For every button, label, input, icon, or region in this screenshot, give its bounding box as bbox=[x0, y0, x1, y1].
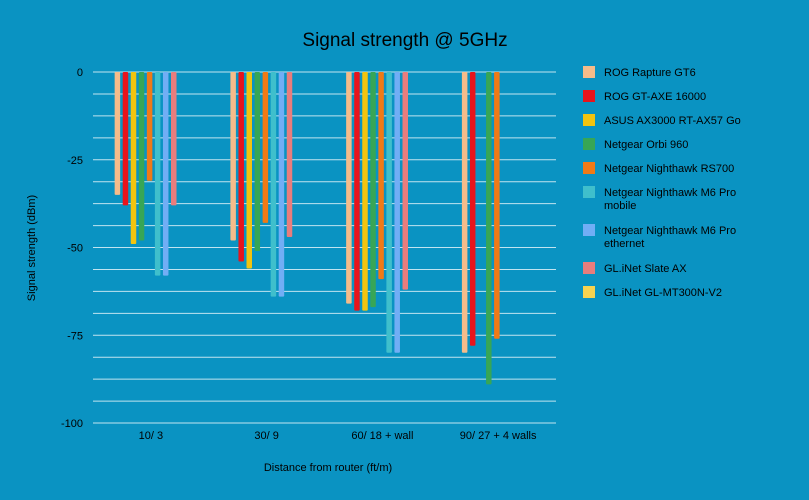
y-tick-label: 0 bbox=[77, 67, 83, 79]
bar bbox=[122, 72, 129, 206]
y-tick-label: -75 bbox=[67, 330, 83, 342]
x-tick-label: 30/ 9 bbox=[254, 430, 278, 442]
bar bbox=[171, 72, 177, 206]
bar bbox=[270, 72, 277, 297]
y-axis-label: Signal strength (dBm) bbox=[26, 195, 38, 301]
x-tick-label: 90/ 27 + 4 walls bbox=[460, 430, 537, 442]
bar bbox=[402, 72, 408, 290]
bar bbox=[146, 72, 153, 181]
y-tick-label: -100 bbox=[61, 418, 83, 430]
legend-label: mobile bbox=[604, 200, 636, 212]
bar bbox=[370, 72, 376, 308]
bar bbox=[346, 72, 352, 304]
bar bbox=[254, 72, 261, 252]
legend-swatch bbox=[583, 262, 595, 274]
legend-label: Netgear Nighthawk RS700 bbox=[604, 163, 734, 175]
bar bbox=[461, 72, 468, 353]
legend-label: GL.iNet Slate AX bbox=[604, 263, 687, 275]
y-axis-ticks: 0 -25 -50 -75 -100 bbox=[61, 67, 83, 430]
legend-swatch bbox=[583, 66, 595, 78]
bar bbox=[230, 72, 236, 241]
bar bbox=[394, 72, 400, 353]
legend-label: GL.iNet GL-MT300N-V2 bbox=[604, 287, 722, 299]
legend-label: Netgear Orbi 960 bbox=[604, 139, 688, 151]
bar bbox=[362, 72, 368, 311]
legend-label: ROG Rapture GT6 bbox=[604, 67, 696, 79]
legend-swatch bbox=[583, 114, 595, 126]
legend-swatch bbox=[583, 162, 595, 174]
x-axis-ticks: 10/ 3 30/ 9 60/ 18 + wall 90/ 27 + 4 walls bbox=[139, 430, 537, 442]
legend-label: Netgear Nighthawk M6 Pro bbox=[604, 187, 736, 199]
legend-swatch bbox=[583, 186, 595, 198]
legend-swatch bbox=[583, 90, 595, 102]
legend-label: ethernet bbox=[604, 238, 644, 250]
bar bbox=[238, 72, 244, 262]
bar bbox=[278, 72, 285, 297]
x-tick-label: 10/ 3 bbox=[139, 430, 163, 442]
bar bbox=[386, 72, 392, 353]
x-axis-label: Distance from router (ft/m) bbox=[264, 462, 392, 474]
legend-swatch bbox=[583, 286, 595, 298]
bar bbox=[354, 72, 360, 311]
legend-swatch bbox=[583, 224, 595, 236]
bar bbox=[262, 72, 269, 223]
bar bbox=[162, 72, 169, 276]
bar bbox=[154, 72, 161, 276]
bar bbox=[130, 72, 137, 244]
legend-label: Netgear Nighthawk M6 Pro bbox=[604, 225, 736, 237]
y-tick-label: -50 bbox=[67, 243, 83, 255]
bar bbox=[138, 72, 145, 241]
x-tick-label: 60/ 18 + wall bbox=[351, 430, 413, 442]
legend-swatch bbox=[583, 138, 595, 150]
chart-title: Signal strength @ 5GHz bbox=[302, 30, 507, 51]
y-tick-label: -25 bbox=[67, 155, 83, 167]
bars bbox=[114, 72, 500, 385]
gridlines bbox=[93, 71, 556, 424]
bar bbox=[469, 72, 476, 346]
bar bbox=[494, 72, 500, 339]
bar bbox=[246, 72, 252, 269]
bar bbox=[286, 72, 293, 237]
bar bbox=[378, 72, 384, 280]
legend-label: ASUS AX3000 RT-AX57 Go bbox=[604, 115, 741, 127]
bar bbox=[114, 72, 121, 195]
bar bbox=[486, 72, 492, 385]
legend-label: ROG GT-AXE 16000 bbox=[604, 91, 706, 103]
legend: ROG Rapture GT6 ROG GT-AXE 16000 ASUS AX30… bbox=[583, 66, 741, 299]
